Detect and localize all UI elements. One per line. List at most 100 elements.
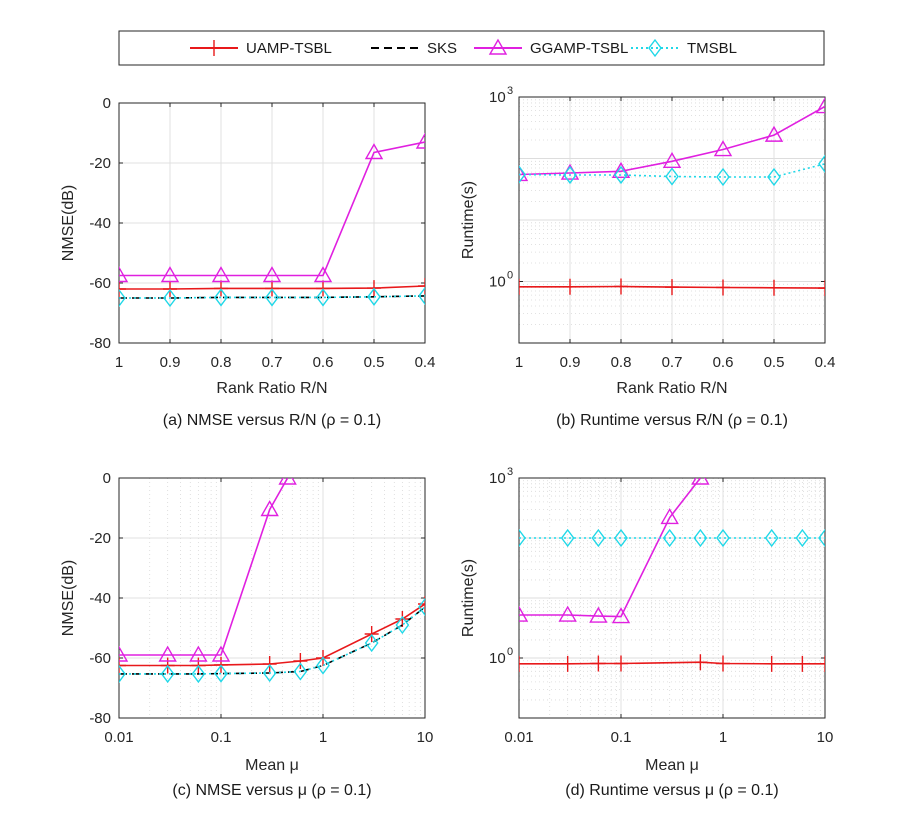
panel-b-xlabel: Rank Ratio R/N [616, 380, 727, 397]
y-tick-label: -60 [89, 275, 111, 292]
data-point-uamp-tsbl [614, 278, 628, 295]
y-tick-label: -80 [89, 335, 111, 352]
data-point-tmsbl [316, 288, 330, 307]
data-point-tmsbl [262, 663, 277, 683]
x-tick-label: 1 [319, 729, 327, 746]
data-point-uamp-tsbl [665, 279, 679, 296]
data-point-ggamp-tsbl [278, 478, 297, 485]
data-point-uamp-tsbl [614, 655, 628, 672]
data-point-tmsbl [665, 167, 679, 186]
y-tick-label: -80 [89, 710, 111, 727]
data-point-tmsbl [767, 167, 781, 187]
data-point-ggamp-tsbl [589, 606, 608, 623]
x-tick-label: 10 [417, 729, 434, 746]
data-point-ggamp-tsbl [211, 266, 231, 283]
data-point-uamp-tsbl [293, 653, 308, 669]
data-point-ggamp-tsbl [313, 266, 333, 283]
y-tick-label: 10 [489, 89, 506, 106]
legend-label-1: SKS [427, 40, 457, 57]
panel-a: 1 0.9 0.8 0.7 0.6 0.5 0.4 0 -20 -40 -60 -80 Rank Ra… [60, 95, 435, 429]
x-tick-label: 0.7 [262, 354, 283, 371]
data-point-tmsbl [418, 597, 425, 617]
data-point-tmsbl [560, 528, 575, 548]
legend-marker-0 [207, 40, 221, 56]
legend-label-0: UAMP-TSBL [246, 40, 332, 57]
data-point-tmsbl [293, 662, 308, 681]
x-tick-label: 0.8 [611, 354, 632, 371]
series-line-ggamp-tsbl [119, 141, 425, 277]
panel-c-xlabel: Mean μ [245, 757, 299, 774]
x-tick-label: 0.5 [764, 354, 785, 371]
x-tick-label: 0.1 [211, 729, 232, 746]
series-ggamp-tsbl [519, 478, 710, 624]
data-point-tmsbl [214, 288, 228, 307]
data-point-tmsbl [693, 528, 708, 548]
x-tick-label: 0.4 [815, 354, 836, 371]
data-point-ggamp-tsbl [764, 125, 784, 142]
series-uamp-tsbl [519, 654, 825, 672]
y-tick-label: -40 [89, 590, 111, 607]
y-tick-label: 0 [103, 470, 111, 487]
x-tick-label: 0.01 [504, 729, 533, 746]
series-uamp-tsbl [519, 278, 825, 297]
data-point-ggamp-tsbl [691, 478, 710, 485]
data-point-ggamp-tsbl [160, 266, 180, 283]
data-point-tmsbl [418, 286, 425, 306]
x-tick-label: 0.4 [415, 354, 436, 371]
panel-c-caption: (c) NMSE versus μ (ρ = 0.1) [172, 782, 371, 799]
y-tick-label: 10 [489, 274, 506, 291]
data-point-tmsbl [716, 167, 730, 187]
x-tick-label: 1 [115, 354, 123, 371]
series-line-ggamp-tsbl [519, 478, 702, 618]
series-ggamp-tsbl [519, 97, 825, 182]
data-point-uamp-tsbl [795, 655, 810, 672]
series-line-tmsbl [519, 163, 825, 178]
data-point-uamp-tsbl [519, 278, 526, 295]
data-point-tmsbl [214, 664, 228, 683]
data-point-ggamp-tsbl [211, 645, 231, 662]
series-ggamp-tsbl [119, 132, 425, 283]
data-point-tmsbl [764, 528, 779, 548]
y-tick-label: 10 [489, 470, 506, 487]
series-line-tmsbl [119, 295, 425, 299]
x-tick-label: 0.8 [211, 354, 232, 371]
data-point-tmsbl [818, 154, 825, 173]
panel-b: 1 0.9 0.8 0.7 0.6 0.5 0.410 310 0 Rank Ratio R/N… [460, 85, 835, 429]
data-point-tmsbl [563, 165, 577, 185]
x-tick-label: 0.01 [104, 729, 133, 746]
data-point-tmsbl [716, 528, 730, 548]
data-point-ggamp-tsbl [519, 605, 529, 622]
data-point-uamp-tsbl [767, 279, 781, 296]
legend-marker-3 [648, 38, 662, 58]
data-point-ggamp-tsbl [558, 605, 577, 622]
series-line-ggamp-tsbl [119, 478, 289, 656]
panel-d-ylabel: Runtime(s) [460, 559, 477, 637]
y-tick-exponent: 0 [507, 270, 513, 282]
x-tick-label: 0.6 [713, 354, 734, 371]
x-tick-label: 1 [719, 729, 727, 746]
data-point-ggamp-tsbl [262, 266, 282, 283]
y-tick-exponent: 0 [507, 646, 513, 658]
panel-c-ylabel: NMSE(dB) [60, 560, 77, 636]
y-tick-label: -20 [89, 155, 111, 172]
y-tick-exponent: 3 [507, 466, 513, 478]
data-point-ggamp-tsbl [119, 645, 129, 662]
series-line-uamp-tsbl [119, 603, 425, 667]
panel-c: 0.01 0.1 1 100-20-40-60-80 Mean μ NMSE(dB) … [60, 470, 433, 799]
panel-a-ylabel: NMSE(dB) [60, 185, 77, 261]
series-tmsbl [119, 597, 425, 684]
data-point-tmsbl [519, 165, 526, 184]
series-tmsbl [519, 528, 825, 548]
series-tmsbl [119, 286, 425, 308]
x-tick-label: 0.9 [560, 354, 581, 371]
data-point-uamp-tsbl [395, 611, 410, 627]
data-point-ggamp-tsbl [415, 132, 425, 149]
data-point-tmsbl [818, 528, 825, 548]
series-ggamp-tsbl [119, 478, 297, 662]
data-point-ggamp-tsbl [660, 508, 679, 525]
data-point-tmsbl [316, 656, 330, 675]
data-point-tmsbl [614, 165, 628, 185]
y-tick-label: -60 [89, 650, 111, 667]
